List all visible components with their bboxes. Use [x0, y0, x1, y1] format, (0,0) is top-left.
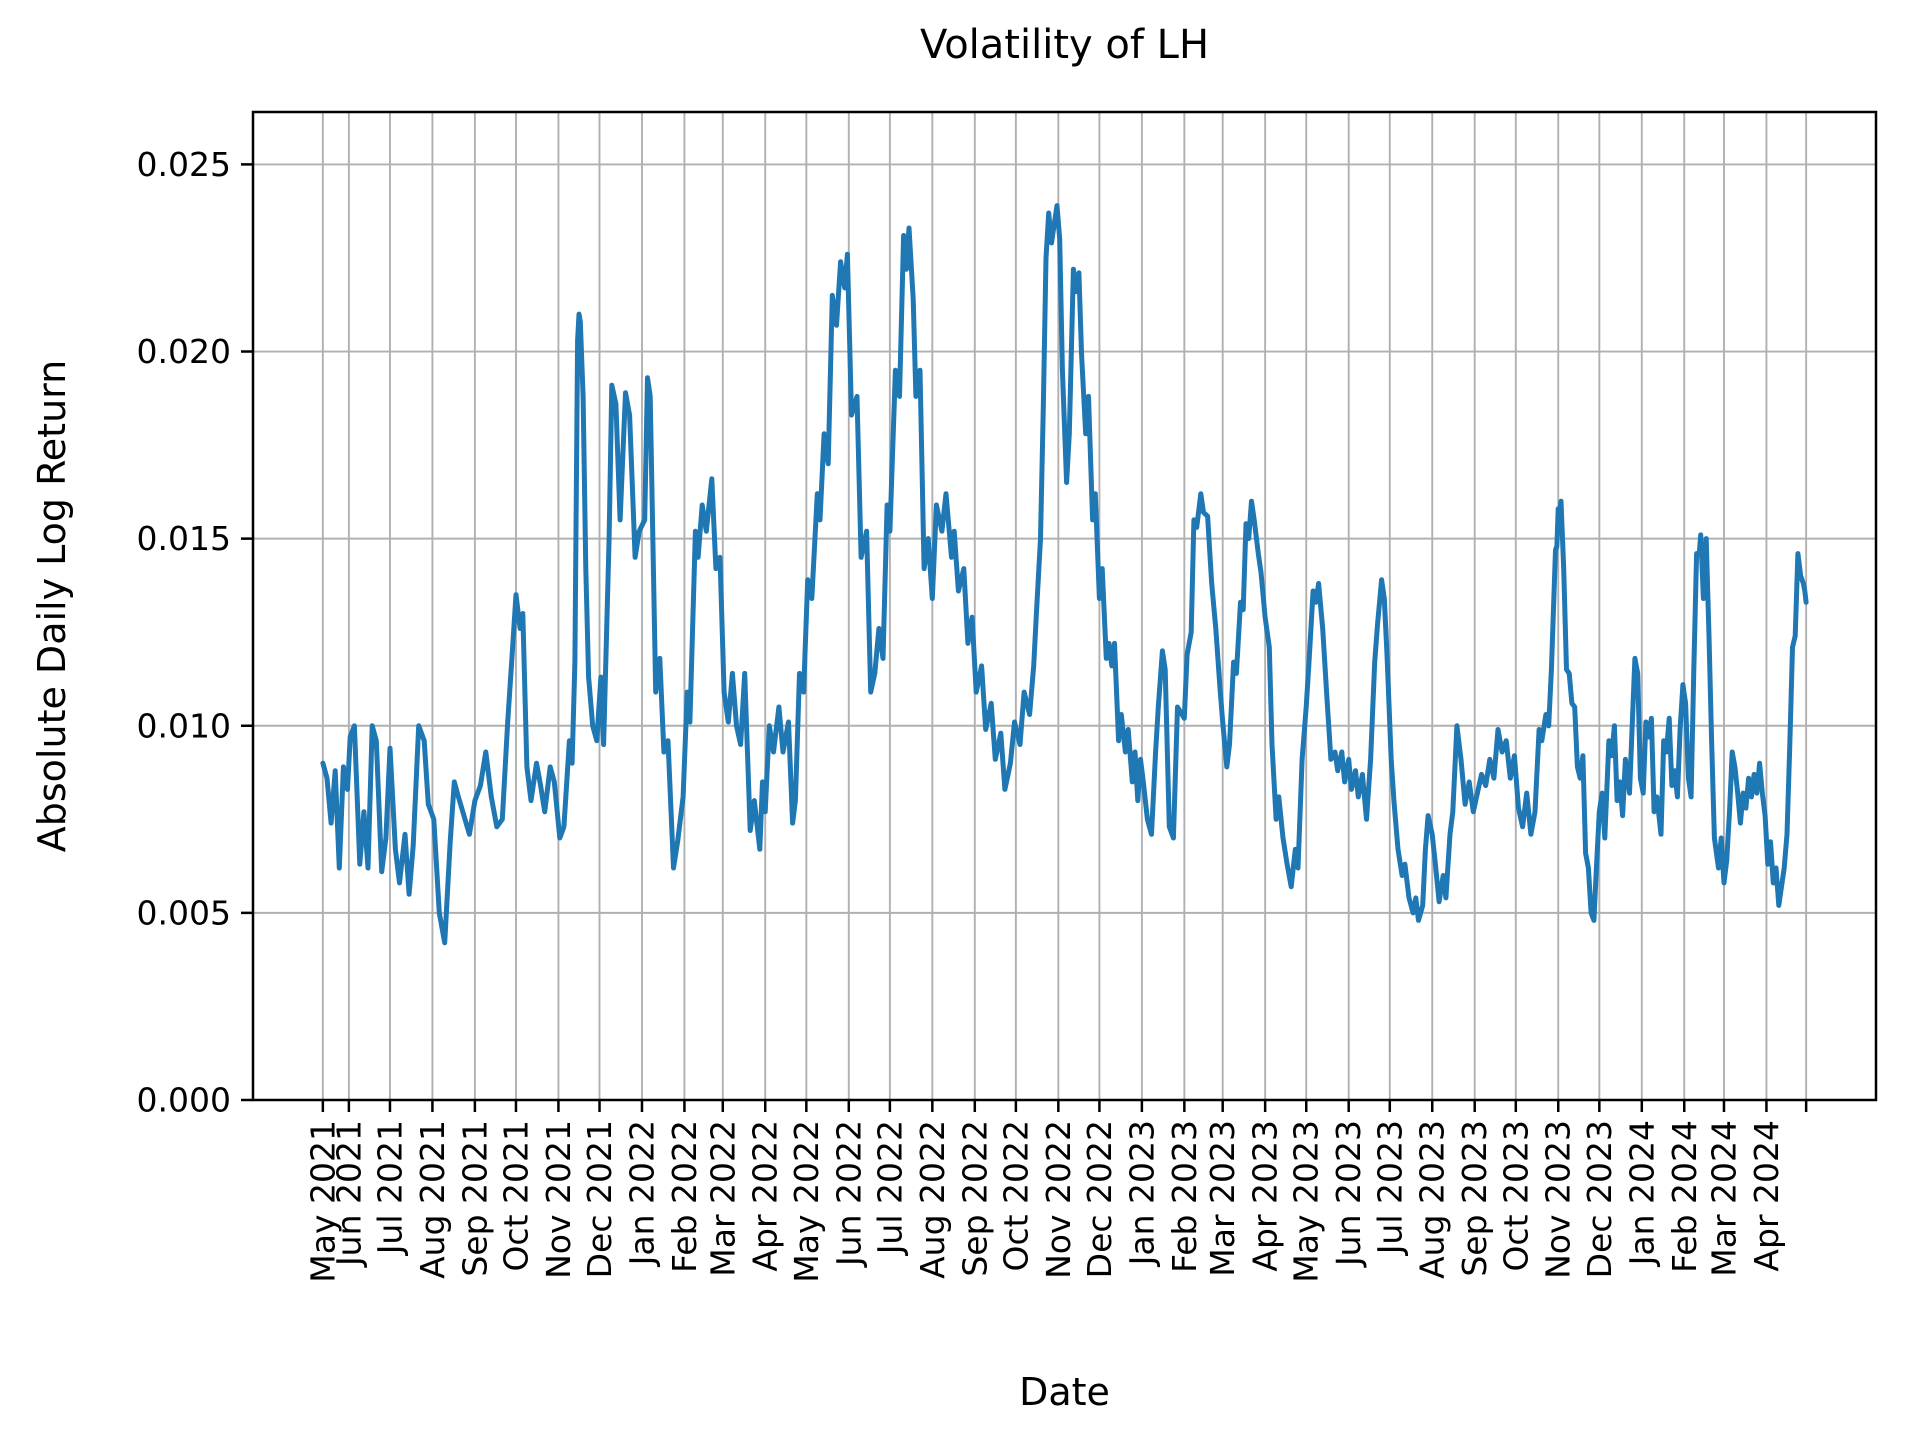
y-tick-label: 0.005: [137, 893, 231, 932]
y-tick-label: 0.010: [137, 706, 231, 745]
x-tick-label: Feb 2024: [1665, 1120, 1704, 1273]
x-tick-label: May 2022: [787, 1120, 826, 1283]
plot-frame: [251, 110, 1878, 1102]
x-tick-label: Apr 2023: [1246, 1120, 1285, 1272]
x-tick-label: Sep 2023: [1455, 1120, 1494, 1277]
x-tick-label: Jan 2023: [1122, 1120, 1161, 1267]
x-tick-label: Oct 2023: [1496, 1120, 1535, 1272]
x-tick-label: Jun 2021: [329, 1120, 368, 1268]
x-tick-label: Oct 2021: [496, 1120, 535, 1272]
x-tick-label: Aug 2023: [1413, 1120, 1452, 1279]
x-tick-label: Jun 2023: [1329, 1120, 1368, 1268]
x-tick-label: Feb 2022: [665, 1120, 704, 1273]
x-tick-label: Mar 2023: [1203, 1120, 1242, 1277]
x-tick-label: Aug 2021: [413, 1120, 452, 1279]
y-tick-label: 0.020: [137, 332, 231, 371]
x-tick-label: Sep 2021: [455, 1120, 494, 1277]
x-tick-label: May 2023: [1287, 1120, 1326, 1283]
y-tick-label: 0.025: [137, 145, 231, 184]
x-tick-label: Jul 2021: [370, 1120, 409, 1256]
x-tick-label: Apr 2024: [1747, 1120, 1786, 1272]
chart-title: Volatility of LH: [919, 22, 1210, 68]
y-axis-label: Absolute Daily Log Return: [30, 359, 74, 853]
x-tick-label: Nov 2021: [539, 1120, 578, 1279]
x-tick-label: Jul 2022: [870, 1120, 909, 1256]
x-tick-label: Mar 2022: [703, 1120, 742, 1277]
y-tick-label: 0.015: [137, 519, 231, 558]
x-tick-label: Jun 2022: [829, 1120, 868, 1268]
x-tick-label: Nov 2023: [1539, 1120, 1578, 1279]
x-tick-label: Dec 2023: [1580, 1120, 1619, 1278]
x-tick-label: Feb 2023: [1165, 1120, 1204, 1273]
x-tick-label: Jan 2022: [622, 1120, 661, 1267]
x-tick-label: Jan 2024: [1622, 1120, 1661, 1267]
x-tick-label: Aug 2022: [913, 1120, 952, 1279]
x-tick-label: Apr 2022: [746, 1120, 785, 1272]
volatility-line: [320, 203, 1809, 946]
x-tick-label: May 2021: [303, 1120, 342, 1283]
x-axis-label: Date: [1019, 1370, 1110, 1414]
x-tick-label: Dec 2021: [580, 1120, 619, 1278]
x-tick-label: Oct 2022: [996, 1120, 1035, 1272]
x-tick-label: Sep 2022: [955, 1120, 994, 1277]
x-tick-label: Mar 2024: [1704, 1120, 1743, 1277]
x-tick-label: Nov 2022: [1039, 1120, 1078, 1279]
y-tick-label: 0.000: [137, 1081, 231, 1120]
x-tick-label: Jul 2023: [1370, 1120, 1409, 1256]
x-tick-label: Dec 2022: [1080, 1120, 1119, 1278]
